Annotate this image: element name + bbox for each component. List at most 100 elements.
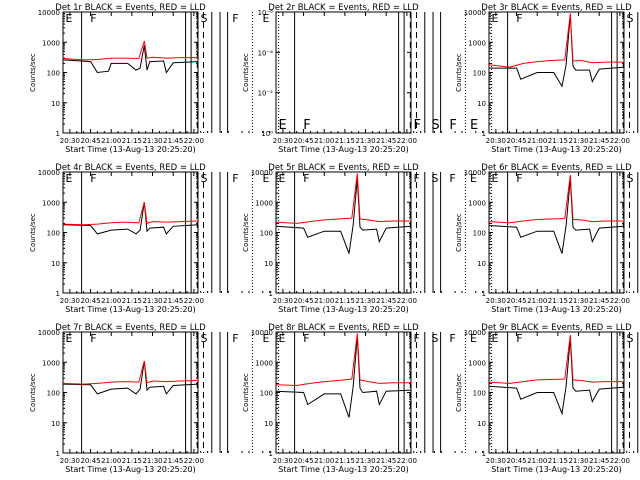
- x-axis-label: Start Time (13-Aug-13 20:25:20): [491, 465, 622, 474]
- panel-title: Det 4r BLACK = Events, RED = LLD: [55, 163, 206, 173]
- series-events-line: [488, 178, 625, 254]
- x-axis-label: Start Time (13-Aug-13 20:25:20): [65, 145, 196, 154]
- x-tick-label: 21:15: [122, 297, 142, 305]
- interval-letter: F: [449, 118, 456, 133]
- y-tick-label: 1000: [468, 39, 486, 47]
- interval-letter: E: [470, 118, 478, 133]
- panel-title: Det 8r BLACK = Events, RED = LLD: [268, 323, 419, 333]
- interval-letter: S: [431, 172, 438, 185]
- series-events-line: [489, 14, 625, 88]
- y-axis-label: Counts/sec: [455, 373, 463, 412]
- panel-title: Det 2r BLACK = Events, RED = LLD: [268, 3, 419, 13]
- y-tick-label: 10⁰: [261, 130, 273, 138]
- interval-letter: E: [263, 172, 270, 185]
- interval-letter: E: [279, 172, 286, 185]
- interval-letter: E: [66, 172, 73, 185]
- y-tick-label: 10: [477, 100, 486, 108]
- x-tick-label: 21:45: [376, 457, 396, 465]
- series-events-line: [275, 178, 412, 254]
- y-tick-label: 10: [51, 260, 60, 268]
- y-tick-label: 10000: [251, 169, 273, 177]
- plot-frame: [488, 171, 625, 294]
- series-lld-line: [275, 333, 411, 387]
- x-tick-label: 21:15: [335, 137, 355, 145]
- x-axis-label: Start Time (13-Aug-13 20:25:20): [65, 465, 196, 474]
- interval-letter: S: [201, 172, 208, 185]
- y-tick-label: 10: [477, 420, 486, 428]
- interval-letter: F: [232, 332, 238, 345]
- x-tick-label: 21:45: [589, 137, 609, 145]
- panel-title: Det 9r BLACK = Events, RED = LLD: [481, 323, 632, 333]
- panel-title: Det 7r BLACK = Events, RED = LLD: [55, 323, 206, 333]
- interval-letter: E: [279, 332, 286, 345]
- x-tick-label: 21:15: [335, 457, 355, 465]
- series-lld-line: [62, 40, 198, 61]
- y-tick-label: 1: [482, 290, 486, 298]
- interval-letter: E: [66, 12, 73, 25]
- series-events-line: [62, 360, 199, 395]
- y-tick-label: 1000: [255, 359, 273, 367]
- x-axis-label: Start Time (13-Aug-13 20:25:20): [278, 305, 409, 314]
- y-axis-label: Counts/sec: [29, 53, 37, 92]
- x-tick-label: 21:30: [142, 297, 162, 305]
- x-tick-label: 20:45: [506, 457, 526, 465]
- x-tick-label: 20:30: [273, 137, 293, 145]
- y-tick-label: 10: [264, 260, 273, 268]
- x-tick-label: 21:30: [142, 457, 162, 465]
- y-tick-label: 1: [482, 450, 486, 458]
- panel-title: Det 1r BLACK = Events, RED = LLD: [55, 3, 206, 13]
- x-tick-label: 20:45: [293, 137, 313, 145]
- y-tick-label: 10: [264, 420, 273, 428]
- y-tick-label: 10⁻²: [258, 90, 274, 98]
- y-tick-label: 100: [473, 230, 486, 238]
- plot-frame: [275, 171, 412, 294]
- x-tick-label: 21:45: [376, 297, 396, 305]
- x-tick-label: 22:00: [397, 457, 417, 465]
- y-tick-label: 1000: [468, 359, 486, 367]
- y-tick-label: 100: [47, 390, 60, 398]
- x-axis-label: Start Time (13-Aug-13 20:25:20): [278, 145, 409, 154]
- y-tick-label: 10: [477, 260, 486, 268]
- x-tick-label: 22:00: [184, 137, 204, 145]
- x-tick-label: 21:45: [163, 137, 183, 145]
- x-tick-label: 20:45: [293, 297, 313, 305]
- interval-letter: F: [516, 332, 522, 345]
- x-tick-label: 21:30: [142, 137, 162, 145]
- x-tick-label: 22:00: [184, 297, 204, 305]
- series-lld-line: [62, 202, 199, 226]
- x-tick-label: 20:45: [506, 137, 526, 145]
- plot-frame: [275, 11, 412, 134]
- x-tick-label: 22:00: [184, 457, 204, 465]
- y-tick-label: 100: [260, 390, 273, 398]
- x-tick-label: 20:30: [486, 297, 506, 305]
- plot-frame: [62, 171, 199, 294]
- y-tick-label: 1000: [42, 39, 60, 47]
- x-tick-label: 20:45: [293, 457, 313, 465]
- series-lld-line: [488, 334, 624, 384]
- interval-letter: S: [627, 172, 634, 185]
- x-tick-label: 21:45: [589, 297, 609, 305]
- y-tick-label: 10⁻⁴: [258, 49, 274, 57]
- x-tick-label: 21:30: [355, 137, 375, 145]
- interval-letter: F: [232, 172, 238, 185]
- x-tick-label: 21:00: [101, 297, 121, 305]
- x-tick-label: 21:15: [548, 297, 568, 305]
- x-tick-label: 20:30: [60, 137, 80, 145]
- y-axis-label: Counts/sec: [455, 53, 463, 92]
- y-axis-label: Counts/sec: [242, 53, 250, 92]
- y-tick-label: 10000: [38, 9, 60, 17]
- y-axis-label: Counts/sec: [455, 213, 463, 252]
- y-tick-label: 10000: [38, 169, 60, 177]
- interval-letter: F: [414, 118, 421, 133]
- plot-frame: [488, 11, 625, 134]
- x-tick-label: 20:30: [273, 457, 293, 465]
- y-tick-label: 1: [56, 450, 60, 458]
- y-tick-label: 100: [473, 390, 486, 398]
- y-tick-label: 10000: [464, 329, 486, 337]
- y-axis-label: Counts/sec: [29, 213, 37, 252]
- y-axis-label: Counts/sec: [29, 373, 37, 412]
- x-tick-label: 21:30: [568, 137, 588, 145]
- interval-letter: E: [492, 332, 499, 345]
